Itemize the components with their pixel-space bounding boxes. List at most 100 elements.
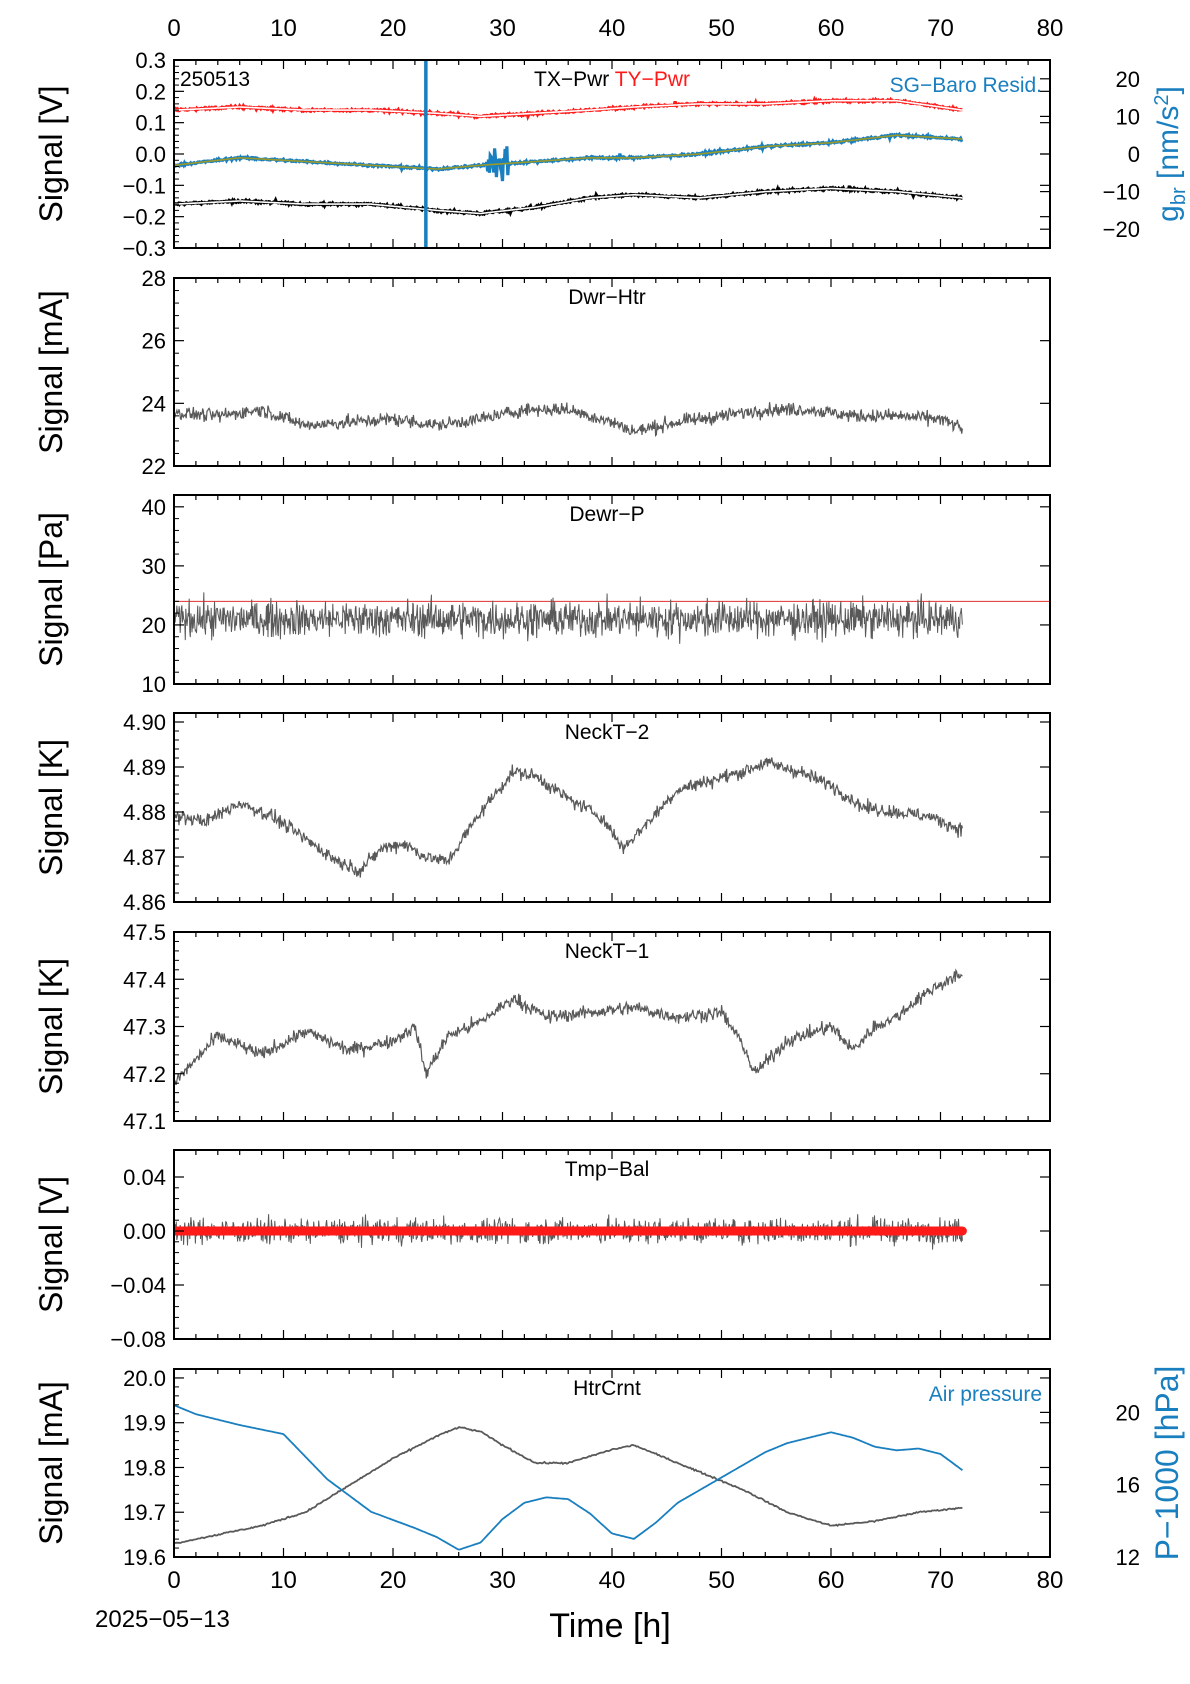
chart-panel-3: 10 20 30 40 Signal [Pa] Dewr−P	[33, 494, 1051, 697]
y-tick-label: 0.2	[135, 79, 166, 104]
y-axis: 19.6 19.7 19.8 19.9 20.0	[123, 1366, 1050, 1570]
y-tick-label: 47.1	[123, 1109, 166, 1134]
y-axis: 4.86 4.87 4.88 4.89 4.90	[123, 710, 1050, 915]
y-axis: 10 20 30 40	[142, 495, 1050, 697]
y-axis-label: Signal [K]	[33, 958, 69, 1095]
plot-area	[174, 757, 963, 878]
y-axis: 47.1 47.2 47.3 47.4 47.5	[123, 920, 1050, 1134]
plot-area	[174, 1404, 963, 1551]
y-axis-label: Signal [mA]	[33, 290, 69, 454]
top-x-tick-label: 50	[708, 15, 735, 42]
y-axis-label: Signal [V]	[33, 86, 69, 223]
bottom-x-tick-label: 10	[270, 1567, 297, 1594]
y-tick-label: 0.0	[135, 142, 166, 167]
y-tick-label: 20.0	[123, 1366, 166, 1391]
x-tick-labels: 0 0 10 10 20 20 30 30 40 40 50 50 60 60 70 70 80 80	[167, 15, 1063, 1594]
y-tick-label: 0.04	[123, 1165, 166, 1190]
y-axis: −0.3 −0.2 −0.1 0.0 0.1 0.2 0.3	[123, 48, 1050, 261]
y-tick-label: 0.1	[135, 111, 166, 136]
panel-title: HtrCrnt	[573, 1377, 641, 1400]
top-x-tick-label: 40	[599, 15, 626, 42]
right-series-label: Air pressure	[929, 1383, 1042, 1406]
x-axis-label: Time [h]	[549, 1607, 671, 1645]
top-x-tick-label: 20	[380, 15, 407, 42]
y-tick-label: 4.88	[123, 800, 166, 825]
top-x-tick-label: 70	[927, 15, 954, 42]
y-tick-label: 0.00	[123, 1219, 166, 1244]
plot-area	[174, 968, 963, 1086]
y-axis-label: Signal [mA]	[33, 1381, 69, 1545]
series-htrcrnt	[174, 1425, 963, 1545]
top-x-tick-label: 30	[489, 15, 516, 42]
y-tick-label: 47.4	[123, 967, 166, 992]
bottom-x-tick-label: 80	[1037, 1567, 1064, 1594]
right-axis: 12 16 20 P−1000 [hPa]	[1040, 1366, 1185, 1570]
panels-layer: −0.3 −0.2 −0.1 0.0 0.1 0.2 0.3 Signal [V] −20 −10…	[33, 15, 1190, 1594]
series-tx-pwr	[174, 184, 963, 218]
bottom-x-tick-label: 30	[489, 1567, 516, 1594]
y-axis-label: Signal [V]	[33, 1176, 69, 1313]
y2-tick-label: 20	[1116, 1400, 1140, 1425]
series-line-0	[174, 402, 963, 438]
y-tick-label: 40	[142, 495, 166, 520]
y-tick-label: 26	[142, 329, 166, 354]
y-tick-label: 4.89	[123, 755, 166, 780]
x-ticks	[173, 1369, 1051, 1557]
bottom-x-tick-label: 50	[708, 1567, 735, 1594]
series-sg-baro-resid--fit	[174, 134, 963, 170]
series-line-0	[174, 757, 963, 878]
y2-tick-label: 0	[1128, 142, 1140, 167]
bottom-x-tick-label: 60	[818, 1567, 845, 1594]
y-tick-label: 4.86	[123, 890, 166, 915]
y-tick-label: 47.3	[123, 1015, 166, 1040]
series-ty-pwr	[174, 95, 963, 122]
y-tick-label: 47.5	[123, 920, 166, 945]
x-ticks	[173, 1150, 1051, 1339]
top-x-tick-label: 80	[1037, 15, 1064, 42]
x-ticks	[173, 932, 1051, 1121]
y-tick-label: 19.8	[123, 1455, 166, 1480]
chart-panel-5: 47.1 47.2 47.3 47.4 47.5 Signal [K] NeckT−1	[33, 920, 1051, 1134]
panel-title: Tmp−Bal	[565, 1158, 650, 1181]
y2-tick-label: −20	[1103, 217, 1140, 242]
series-line-0	[174, 968, 963, 1086]
y-tick-label: −0.3	[123, 236, 166, 261]
series-air-pressure	[174, 1404, 963, 1551]
y-tick-label: 24	[142, 391, 166, 416]
y2-tick-label: 20	[1116, 67, 1140, 92]
y-tick-label: 47.2	[123, 1062, 166, 1087]
panel-title: Dwr−Htr	[568, 286, 646, 309]
series-ty-pwr-fit	[174, 99, 963, 118]
y-tick-label: 0.3	[135, 48, 166, 73]
y-tick-label: 4.87	[123, 845, 166, 870]
y-tick-label: 19.9	[123, 1411, 166, 1436]
y2-tick-label: 10	[1116, 104, 1140, 129]
y2-axis-label: P−1000 [hPa]	[1149, 1366, 1185, 1561]
x-ticks	[173, 495, 1051, 684]
chart-panel-2: 22 24 26 28 Signal [mA] Dwr−Htr	[33, 266, 1051, 479]
bottom-x-tick-label: 40	[599, 1567, 626, 1594]
y-tick-label: 10	[142, 672, 166, 697]
y-tick-label: 4.90	[123, 710, 166, 735]
y-tick-label: 19.7	[123, 1500, 166, 1525]
plot-area	[174, 60, 964, 248]
panel-title: NeckT−2	[565, 721, 650, 744]
plot-area	[174, 1214, 967, 1250]
y-tick-label: −0.04	[110, 1273, 166, 1298]
chart-panel-1: −0.3 −0.2 −0.1 0.0 0.1 0.2 0.3 Signal [V] −20 −10…	[33, 48, 1190, 261]
right-axis: −20 −10 0 10 20 gbr [nm/s2]	[1040, 67, 1190, 242]
y-tick-label: −0.08	[110, 1327, 166, 1352]
series-line-0	[174, 592, 963, 644]
chart-panel-7: 19.6 19.7 19.8 19.9 20.0 Signal [mA] 12 16 20 P−1…	[33, 1366, 1185, 1570]
y-tick-label: 30	[142, 554, 166, 579]
plot-area	[174, 592, 1050, 644]
plot-area	[174, 402, 963, 438]
panel-label: 250513	[180, 68, 250, 91]
y-tick-label: −0.1	[123, 173, 166, 198]
y-axis: 22 24 26 28	[142, 266, 1050, 479]
y-tick-label: −0.2	[123, 205, 166, 230]
y2-tick-label: 16	[1116, 1473, 1140, 1498]
top-x-tick-label: 10	[270, 15, 297, 42]
chart-panel-6: −0.08 −0.04 0.00 0.04 Signal [V] Tmp−Bal	[33, 1149, 1051, 1352]
x-ticks	[173, 60, 1051, 248]
